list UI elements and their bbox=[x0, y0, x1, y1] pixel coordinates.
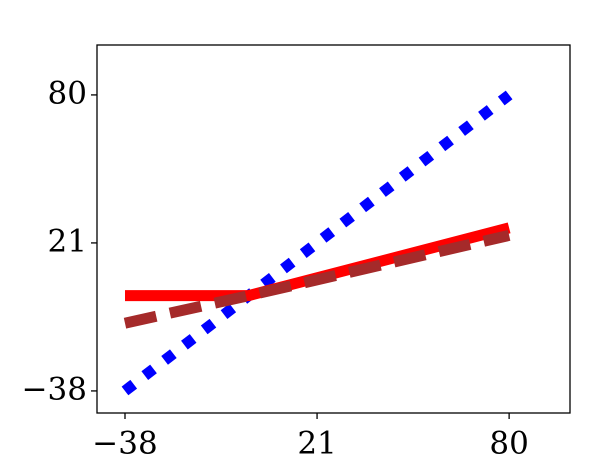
series-line bbox=[123, 230, 511, 329]
plot-frame bbox=[96, 44, 571, 414]
x-tick-label: −38 bbox=[92, 426, 157, 462]
y-tick-label: 21 bbox=[48, 223, 87, 259]
y-tick-label: 80 bbox=[48, 75, 87, 111]
x-tick-label: 80 bbox=[489, 426, 528, 462]
y-tick-label: −38 bbox=[22, 371, 87, 407]
x-tick-label: 21 bbox=[297, 426, 336, 462]
